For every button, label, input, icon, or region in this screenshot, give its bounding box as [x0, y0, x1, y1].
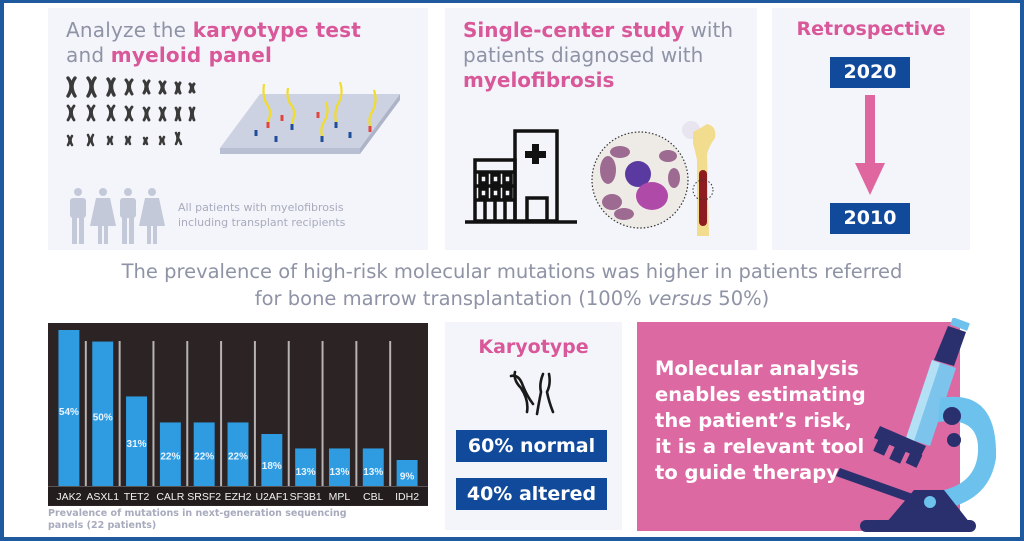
bar-jak2: [58, 330, 80, 486]
chart-caption-line: panels (22 patients): [48, 520, 157, 531]
bone-icon: [682, 121, 716, 236]
title-highlight-myeloid: myeloid panel: [110, 43, 273, 67]
headline-text: for bone marrow transplantation (100%: [254, 287, 648, 310]
patients-caption: All patients with myelofibrosis includin…: [178, 200, 345, 230]
karyotype-altered-badge: 40% altered: [456, 478, 607, 510]
panel-analyze-title: Analyze the karyotype test and myeloid p…: [66, 18, 361, 68]
panel-study: Single-center study with patients diagno…: [445, 8, 757, 250]
bar-ezh2: [227, 422, 249, 486]
microarray-chip-icon: [220, 82, 400, 154]
bar-calr: [159, 422, 181, 486]
title-highlight-karyotype: karyotype test: [192, 18, 362, 42]
caption-line: including transplant recipients: [178, 216, 346, 229]
conclusion-text: Molecular analysis enables estimating th…: [655, 356, 866, 486]
title-text: patients diagnosed with: [463, 43, 704, 67]
conclusion-line: it is a relevant tool: [655, 435, 865, 458]
category-label: SRSF2: [187, 491, 221, 503]
conclusion-line: the patient’s risk,: [655, 409, 852, 432]
bar-cbl: [362, 448, 384, 486]
panel-karyotype-title: Karyotype: [478, 336, 589, 358]
year-end-badge: 2010: [830, 203, 910, 234]
category-label: ASXL1: [86, 491, 119, 503]
headline-line-1: The prevalence of high-risk molecular mu…: [121, 260, 903, 283]
headline-italic-versus: versus: [647, 287, 713, 310]
category-label: EZH2: [225, 491, 252, 503]
bar-value-label: 13%: [363, 467, 383, 478]
headline-line-2: for bone marrow transplantation (100% ve…: [20, 285, 1004, 312]
bar-sf3b1: [295, 448, 317, 486]
conclusion-line: Molecular analysis: [655, 357, 859, 380]
headline-text: 50%): [712, 287, 770, 310]
karyotype-normal-badge: 60% normal: [456, 430, 607, 462]
title-highlight-single-center: Single-center study: [463, 18, 685, 42]
panel-analyze: Analyze the karyotype test and myeloid p…: [48, 8, 428, 250]
chromosomes-icon: [66, 76, 196, 147]
bar-mpl: [328, 448, 350, 486]
bar-value-label: 9%: [400, 472, 415, 483]
panel-conclusion: Molecular analysis enables estimating th…: [637, 322, 960, 531]
bar-srsf2: [193, 422, 215, 486]
bar-value-label: 18%: [262, 461, 282, 472]
headline: The prevalence of high-risk molecular mu…: [20, 258, 1004, 312]
title-text: with: [684, 18, 733, 42]
category-label: SF3B1: [290, 491, 322, 503]
panel-retrospective-title: Retrospective: [796, 18, 946, 40]
bar-value-label: 22%: [194, 451, 214, 462]
bar-idh2: [396, 460, 418, 486]
category-label: JAK2: [56, 491, 81, 503]
bar-value-label: 50%: [93, 413, 113, 424]
bar-value-label: 22%: [160, 451, 180, 462]
bone-marrow-cells-icon: [591, 131, 689, 229]
title-text: and: [66, 43, 111, 67]
chart-svg: 54% JAK2 50% ASXL1 31% TET2 22% CALR 22% SRSF2 22%…: [48, 330, 428, 505]
chart-caption-line: Prevalence of mutations in next-generati…: [48, 508, 347, 519]
conclusion-line: enables estimating: [655, 383, 866, 406]
people-icon: [70, 188, 165, 244]
bar-value-label: 31%: [127, 439, 147, 450]
panel-retrospective: Retrospective 2020 2010: [772, 8, 970, 250]
title-highlight-myelofibrosis: myelofibrosis: [463, 68, 615, 92]
bar-tet2: [126, 396, 148, 486]
bar-value-label: 54%: [59, 407, 79, 418]
category-label: U2AF1: [255, 491, 288, 503]
x-axis-strip: [48, 486, 428, 505]
arrow-down-icon: [855, 95, 885, 195]
category-label: IDH2: [395, 491, 419, 503]
category-label: TET2: [124, 491, 150, 503]
bar-u2af1: [261, 434, 283, 486]
chart-caption: Prevalence of mutations in next-generati…: [48, 508, 378, 532]
bar-asxl1: [92, 341, 114, 486]
microscope-icon: [836, 318, 997, 532]
bar-value-label: 22%: [228, 451, 248, 462]
category-label: CALR: [156, 491, 184, 503]
year-start-badge: 2020: [830, 57, 910, 88]
bar-value-label: 13%: [329, 467, 349, 478]
conclusion-line: to guide therapy: [655, 461, 839, 484]
mutation-bar-chart: 54% JAK2 50% ASXL1 31% TET2 22% CALR 22% SRSF2 22%…: [48, 323, 428, 506]
panel-study-title: Single-center study with patients diagno…: [463, 18, 733, 93]
title-text: Analyze the: [66, 18, 193, 42]
caption-line: All patients with myelofibrosis: [178, 201, 344, 214]
chromosome-pair-icon: [509, 370, 555, 416]
hospital-icon: [465, 129, 577, 224]
category-label: MPL: [329, 491, 351, 503]
panel-karyotype: Karyotype 60% normal 40% altered: [445, 322, 622, 530]
category-label: CBL: [363, 491, 384, 503]
bar-value-label: 13%: [296, 467, 316, 478]
